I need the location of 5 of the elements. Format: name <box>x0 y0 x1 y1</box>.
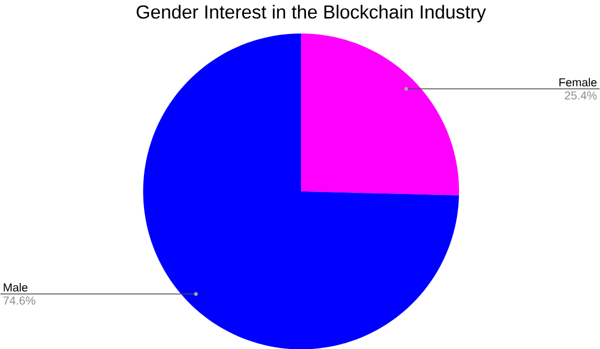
data-label: 25.4% <box>564 91 597 100</box>
data-label: 74.6% <box>3 296 36 304</box>
slice-label: Male <box>4 282 28 292</box>
slice-label: Female <box>559 78 597 86</box>
chart-title: Gender Interest in the Blockchain Industry <box>136 4 486 22</box>
